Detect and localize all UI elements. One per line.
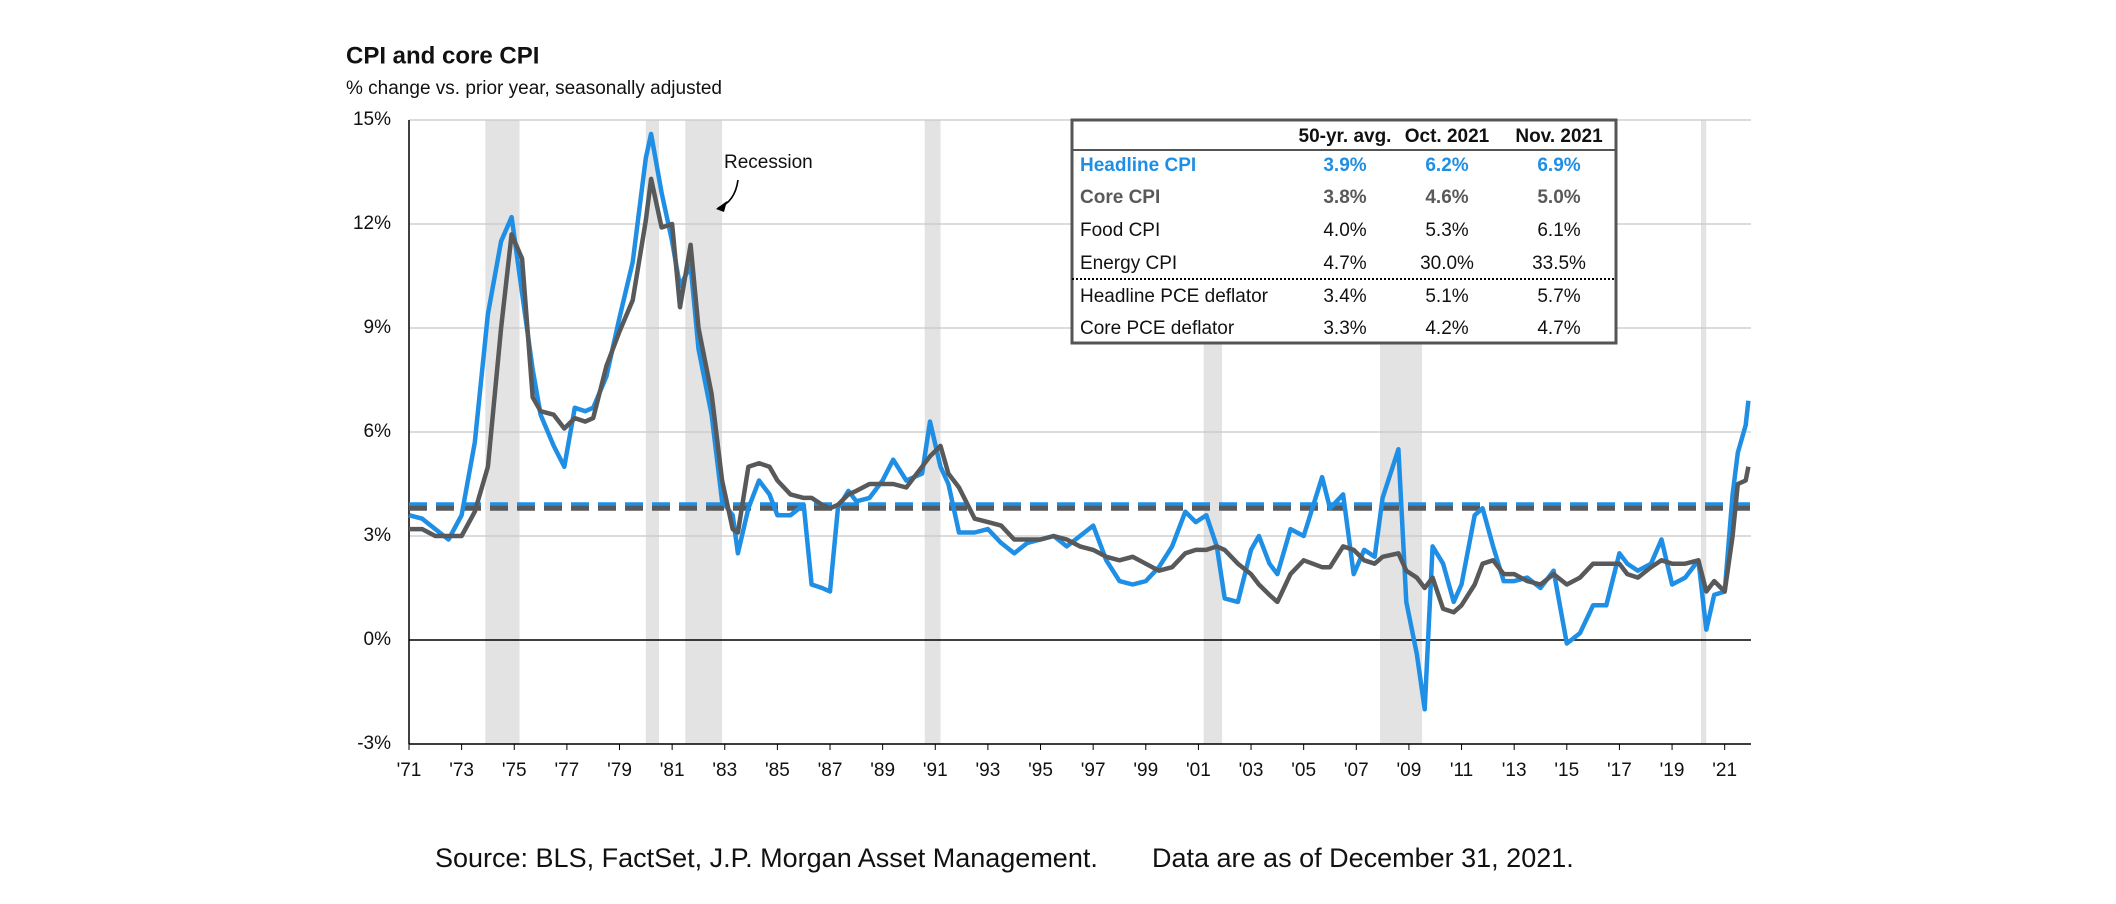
source-note: Source: BLS, FactSet, J.P. Morgan Asset … (435, 843, 1098, 873)
table-header: 50-yr. avg. (1299, 126, 1392, 147)
table-header: Nov. 2021 (1515, 126, 1603, 147)
table-row-label: Headline CPI (1080, 155, 1196, 176)
x-tick-label: '95 (1028, 760, 1053, 781)
x-tick-label: '81 (660, 760, 685, 781)
table-cell: 4.2% (1425, 318, 1468, 339)
table-cell: 30.0% (1420, 253, 1474, 274)
x-tick-label: '83 (712, 760, 737, 781)
chart-title: CPI and core CPI (346, 42, 539, 69)
table-header: Oct. 2021 (1405, 126, 1490, 147)
x-tick-label: '89 (870, 760, 895, 781)
x-tick-label: '21 (1712, 760, 1737, 781)
table-cell: 6.1% (1537, 220, 1580, 241)
x-tick-label: '01 (1186, 760, 1211, 781)
table-cell: 3.4% (1323, 286, 1366, 307)
x-tick-label: '87 (818, 760, 843, 781)
x-tick-label: '97 (1081, 760, 1106, 781)
table-cell: 3.9% (1323, 155, 1366, 176)
table-cell: 33.5% (1532, 253, 1586, 274)
x-tick-label: '75 (502, 760, 527, 781)
x-tick-label: '79 (607, 760, 632, 781)
table-row-label: Core PCE deflator (1080, 318, 1235, 339)
table-box (1070, 118, 1618, 345)
annotation-arrowhead (716, 201, 727, 212)
table-row-label: Headline PCE deflator (1080, 286, 1269, 307)
table-cell: 3.8% (1323, 187, 1366, 208)
x-tick-label: '85 (765, 760, 790, 781)
y-tick-label: 9% (364, 317, 392, 338)
x-tick-label: '17 (1607, 760, 1632, 781)
table-cell: 4.6% (1425, 187, 1468, 208)
x-tick-label: '91 (923, 760, 948, 781)
y-tick-label: 6% (364, 421, 392, 442)
series-line (408, 131, 1751, 712)
y-tick-label: -3% (357, 733, 391, 754)
x-tick-label: '73 (449, 760, 474, 781)
chart-subtitle: % change vs. prior year, seasonally adju… (346, 78, 722, 99)
table-cell: 4.0% (1323, 220, 1366, 241)
x-tick-label: '03 (1239, 760, 1264, 781)
x-tick-label: '93 (976, 760, 1001, 781)
x-tick-label: '13 (1502, 760, 1527, 781)
table-cell: 4.7% (1537, 318, 1580, 339)
table-cell: 4.7% (1323, 253, 1366, 274)
table-row-label: Core CPI (1080, 187, 1160, 208)
x-tick-label: '11 (1450, 760, 1473, 781)
table-cell: 5.1% (1425, 286, 1468, 307)
x-tick-label: '99 (1133, 760, 1158, 781)
table-cell: 5.7% (1537, 286, 1580, 307)
table-cell: 5.0% (1537, 187, 1580, 208)
y-tick-label: 12% (353, 213, 391, 234)
x-tick-label: '77 (554, 760, 579, 781)
x-tick-label: '07 (1344, 760, 1369, 781)
table-cell: 3.3% (1323, 318, 1366, 339)
annotation-text: Recession (724, 152, 813, 173)
x-tick-label: '09 (1397, 760, 1422, 781)
x-tick-label: '05 (1291, 760, 1316, 781)
table-row-label: Food CPI (1080, 220, 1160, 241)
y-tick-label: 15% (353, 109, 391, 130)
x-tick-label: '19 (1660, 760, 1685, 781)
table-cell: 5.3% (1425, 220, 1468, 241)
y-tick-label: 0% (364, 629, 392, 650)
table-cell: 6.9% (1537, 155, 1580, 176)
date-note: Data are as of December 31, 2021. (1152, 843, 1574, 873)
x-tick-label: '15 (1554, 760, 1579, 781)
y-tick-label: 3% (364, 525, 392, 546)
x-tick-label: '71 (397, 760, 422, 781)
table-row-label: Energy CPI (1080, 253, 1177, 274)
table-cell: 6.2% (1425, 155, 1468, 176)
series-line (409, 176, 1751, 615)
